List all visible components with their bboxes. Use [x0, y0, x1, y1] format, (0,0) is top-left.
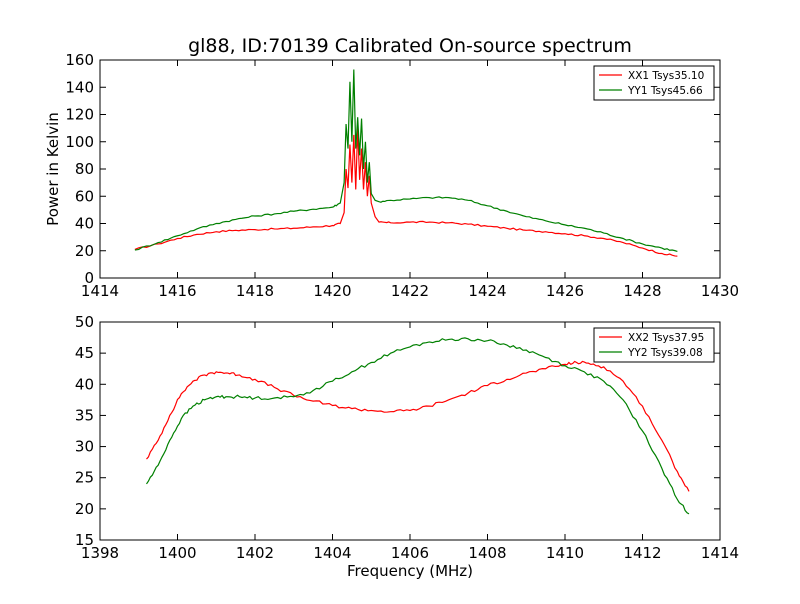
y-tick-label: 20 [75, 242, 94, 260]
series-line-2 [134, 69, 678, 253]
x-tick-label: 1428 [623, 282, 661, 300]
x-tick-label: 1414 [81, 282, 119, 300]
y-tick-label: 160 [65, 51, 94, 69]
y-tick-label: 50 [75, 313, 94, 331]
x-tick-label: 1400 [158, 544, 196, 562]
y-tick-label: 35 [75, 406, 94, 424]
y-tick-label: 0 [84, 269, 94, 287]
series-line-1 [146, 360, 690, 492]
y-tick-label: 40 [75, 375, 94, 393]
x-tick-label: 1424 [468, 282, 506, 300]
legend: XX1 Tsys35.10 YY1 Tsys45.66 [593, 65, 715, 101]
x-tick-label: 1416 [158, 282, 196, 300]
legend-box [593, 327, 715, 363]
x-tick-label: 1430 [701, 282, 739, 300]
legend-label: YY2 Tsys39.08 [627, 347, 703, 359]
subplot-2: 1398 1400 1402 1404 1406 1408 1410 1412 1414 15 20… [75, 313, 739, 580]
y-tick-label: 140 [65, 78, 94, 96]
x-tick-label: 1410 [546, 544, 584, 562]
y-axis-label: Power in Kelvin [44, 112, 62, 226]
x-tick-label: 1408 [468, 544, 506, 562]
x-tick-label: 1404 [313, 544, 351, 562]
legend-label: YY1 Tsys45.66 [627, 85, 703, 97]
x-tick-label: 1412 [623, 544, 661, 562]
x-tick-label: 1418 [236, 282, 274, 300]
chart-title: gl88, ID:70139 Calibrated On-source spec… [188, 35, 632, 57]
subplot-1: 1414 1416 1418 1420 1422 1424 1426 1428 1430 0 20 4… [44, 35, 739, 300]
y-tick-label: 25 [75, 469, 94, 487]
y-tick-label: 15 [75, 531, 94, 549]
x-tick-label: 1406 [391, 544, 429, 562]
x-axis-label: Frequency (MHz) [347, 562, 473, 580]
x-tick-label: 1398 [81, 544, 119, 562]
legend: XX2 Tsys37.95 YY2 Tsys39.08 [593, 327, 715, 363]
y-tick-label: 120 [65, 106, 94, 124]
series-line-2 [146, 337, 690, 515]
x-tick-label: 1426 [546, 282, 584, 300]
x-tick-label: 1420 [313, 282, 351, 300]
y-tick-label: 20 [75, 500, 94, 518]
legend-label: XX1 Tsys35.10 [628, 70, 704, 82]
y-tick-label: 45 [75, 344, 94, 362]
y-tick-label: 80 [75, 160, 94, 178]
series-line-1 [134, 128, 678, 257]
y-tick-label: 100 [65, 133, 94, 151]
x-tick-label: 1414 [701, 544, 739, 562]
legend-box [593, 65, 715, 101]
y-tick-label: 60 [75, 187, 94, 205]
x-tick-label: 1422 [391, 282, 429, 300]
y-tick-label: 30 [75, 438, 94, 456]
y-tick-label: 40 [75, 215, 94, 233]
x-tick-label: 1402 [236, 544, 274, 562]
legend-label: XX2 Tsys37.95 [628, 332, 704, 344]
